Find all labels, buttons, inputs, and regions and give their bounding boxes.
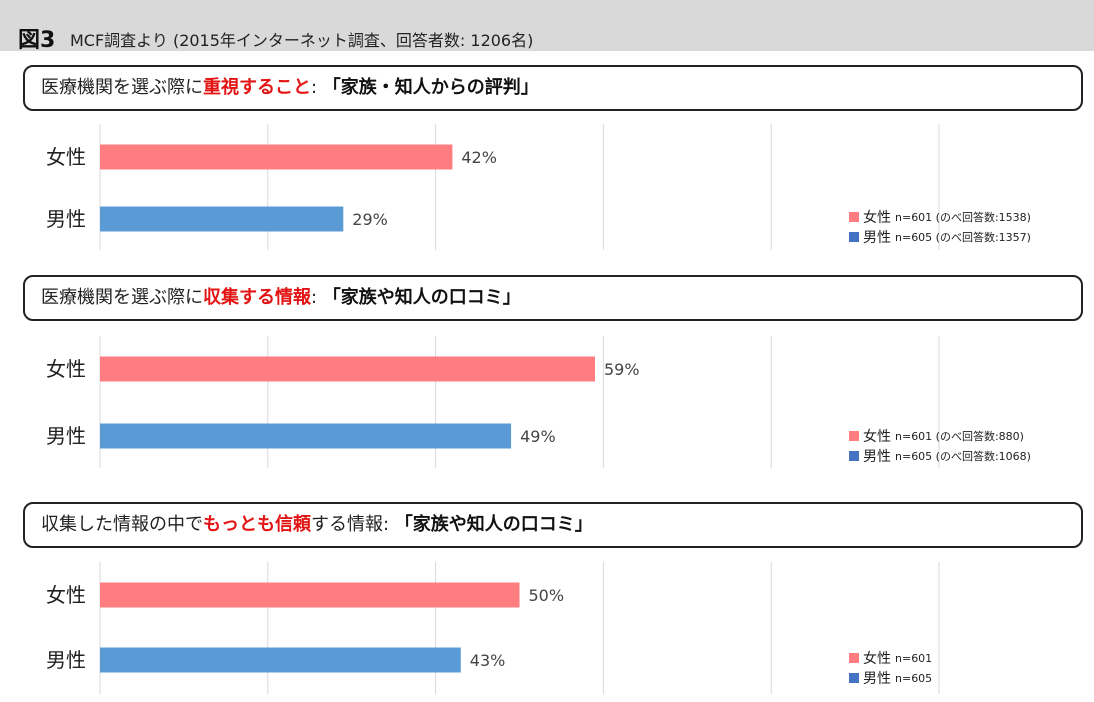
data-label: 43% <box>470 651 506 670</box>
bar-chart-3: 女性 50% 男性 43% <box>46 562 940 694</box>
data-label: 42% <box>461 148 497 167</box>
legend-swatch-female <box>849 431 859 441</box>
panel-title-quote: 「家族・知人からの評判」 <box>322 77 539 98</box>
legend-item-female: 女性 n=601 (のべ回答数:880) <box>849 426 1031 446</box>
data-label: 29% <box>352 210 388 229</box>
panel-title-quote: 「家族や知人の口コミ」 <box>322 287 521 308</box>
panel-title-highlight: 重視すること <box>203 77 311 98</box>
legend-label: 男性 <box>863 449 891 465</box>
legend-note: n=601 (のべ回答数:880) <box>895 430 1024 443</box>
panel-title-suffix: する情報: <box>311 514 395 535</box>
bar-female <box>100 144 453 170</box>
legend-label: 女性 <box>863 429 891 445</box>
category-label: 女性 <box>46 145 86 169</box>
category-label: 女性 <box>46 583 86 607</box>
bar-male <box>100 647 461 673</box>
category-label: 男性 <box>46 207 86 231</box>
legend-swatch-male <box>849 451 859 461</box>
legend-item-male: 男性 n=605 (のべ回答数:1068) <box>849 446 1031 466</box>
category-label: 女性 <box>46 357 86 381</box>
panel-title-suffix: : <box>311 77 323 98</box>
figure-label: 図3 <box>18 28 56 53</box>
panel-title-2: 医療機関を選ぶ際に収集する情報: 「家族や知人の口コミ」 <box>23 275 1083 321</box>
legend-note: n=601 (のべ回答数:1538) <box>895 211 1031 224</box>
category-label: 男性 <box>46 648 86 672</box>
legend-item-female: 女性 n=601 <box>849 648 932 668</box>
legend-note: n=605 (のべ回答数:1357) <box>895 231 1031 244</box>
legend-item-male: 男性 n=605 (のべ回答数:1357) <box>849 227 1031 247</box>
category-label: 男性 <box>46 424 86 448</box>
panel-title-highlight: もっとも信頼 <box>203 514 311 535</box>
panel-title-highlight: 収集する情報 <box>203 287 311 308</box>
legend-2: 女性 n=601 (のべ回答数:880) 男性 n=605 (のべ回答数:106… <box>849 426 1031 466</box>
figure-header: 図3 MCF調査より (2015年インターネット調査、回答者数: 1206名) <box>0 0 1094 53</box>
legend-swatch-male <box>849 232 859 242</box>
legend-3: 女性 n=601 男性 n=605 <box>849 648 932 688</box>
legend-note: n=601 <box>895 651 933 665</box>
legend-swatch-female <box>849 212 859 222</box>
legend-note: n=605 (のべ回答数:1068) <box>895 450 1031 463</box>
legend-item-male: 男性 n=605 <box>849 668 932 688</box>
legend-label: 男性 <box>863 671 891 687</box>
bar-chart-1: 女性 42% 男性 29% <box>46 124 940 250</box>
legend-item-female: 女性 n=601 (のべ回答数:1538) <box>849 207 1031 227</box>
legend-note: n=605 <box>895 671 933 685</box>
data-label: 50% <box>529 586 565 605</box>
bar-female <box>100 582 520 608</box>
data-label: 59% <box>604 360 640 379</box>
legend-swatch-female <box>849 653 859 663</box>
bar-male <box>100 206 344 232</box>
legend-swatch-male <box>849 673 859 683</box>
legend-1: 女性 n=601 (のべ回答数:1538) 男性 n=605 (のべ回答数:13… <box>849 207 1031 247</box>
panel-title-1: 医療機関を選ぶ際に重視すること: 「家族・知人からの評判」 <box>23 65 1083 111</box>
panel-title-suffix: : <box>311 287 323 308</box>
panel-title-prefix: 医療機関を選ぶ際に <box>41 287 203 308</box>
bar-female <box>100 356 596 382</box>
panel-title-prefix: 医療機関を選ぶ際に <box>41 77 203 98</box>
data-label: 49% <box>520 427 556 446</box>
legend-label: 男性 <box>863 230 891 246</box>
bar-male <box>100 423 512 449</box>
panel-title-prefix: 収集した情報の中で <box>41 514 203 535</box>
legend-label: 女性 <box>863 210 891 226</box>
figure-caption: MCF調査より (2015年インターネット調査、回答者数: 1206名) <box>70 31 534 50</box>
bar-chart-2: 女性 59% 男性 49% <box>46 336 940 468</box>
panel-title-quote: 「家族や知人の口コミ」 <box>394 514 593 535</box>
legend-label: 女性 <box>863 651 891 667</box>
panel-title-3: 収集した情報の中でもっとも信頼する情報: 「家族や知人の口コミ」 <box>23 502 1083 548</box>
